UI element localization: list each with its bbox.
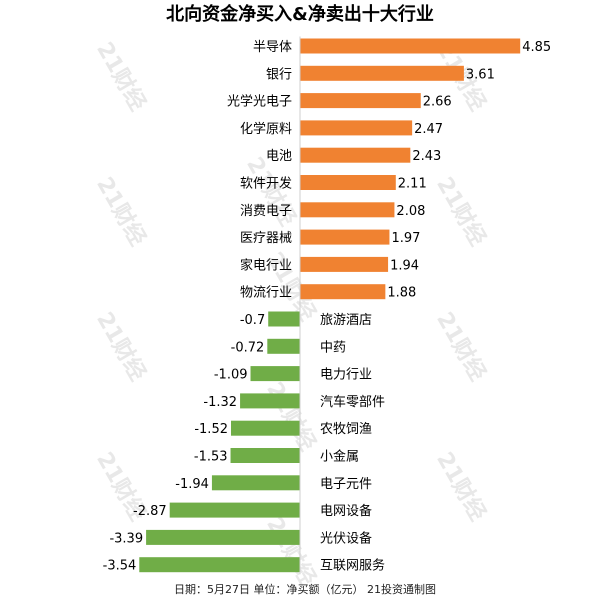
value-label-16: -1.94	[175, 477, 209, 492]
category-label-6: 消费电子	[240, 204, 292, 219]
category-label-7: 医疗器械	[240, 231, 292, 246]
category-label-13: 汽车零部件	[320, 394, 385, 410]
category-label-11: 中药	[320, 340, 346, 355]
value-label-12: -1.09	[214, 368, 248, 383]
value-label-13: -1.32	[203, 395, 237, 410]
value-label-6: 2.08	[396, 204, 425, 219]
watermark-6: 21财经	[91, 308, 151, 386]
bar-14	[230, 420, 300, 436]
value-label-0: 4.85	[522, 40, 551, 55]
value-label-9: 1.88	[387, 286, 416, 301]
category-label-8: 家电行业	[240, 257, 292, 273]
value-label-14: -1.52	[194, 422, 228, 437]
category-label-19: 互联网服务	[320, 558, 385, 574]
watermark-11: 21财经	[261, 513, 321, 591]
bar-12	[250, 366, 300, 382]
category-label-17: 电网设备	[320, 503, 372, 519]
category-label-2: 光学光电子	[227, 94, 292, 110]
value-label-19: -3.54	[103, 559, 137, 574]
bar-13	[240, 393, 300, 409]
category-label-18: 光伏设备	[320, 530, 372, 546]
bar-1	[300, 65, 464, 81]
watermark-10: 21财经	[431, 448, 491, 526]
value-label-10: -0.7	[240, 313, 265, 328]
bar-15	[230, 448, 300, 463]
watermark-7: 21财经	[431, 308, 491, 386]
bar-9	[300, 284, 386, 300]
value-label-17: -2.87	[133, 504, 167, 519]
category-label-1: 银行	[266, 67, 292, 82]
watermark-3: 21财经	[91, 173, 151, 251]
category-label-15: 小金属	[320, 449, 359, 465]
category-label-0: 半导体	[253, 40, 292, 55]
bar-0	[300, 38, 521, 54]
value-label-18: -3.39	[109, 531, 143, 546]
category-label-4: 电池	[266, 149, 292, 164]
category-label-14: 农牧饲渔	[320, 422, 372, 437]
bar-16	[211, 475, 300, 491]
bar-17	[169, 502, 300, 518]
category-label-10: 旅游酒店	[320, 313, 372, 328]
value-label-2: 2.66	[423, 95, 452, 110]
bar-18	[146, 529, 300, 545]
bar-8	[300, 256, 389, 272]
value-label-15: -1.53	[194, 450, 228, 465]
bar-10	[268, 311, 300, 327]
bar-3	[300, 120, 413, 136]
value-label-1: 3.61	[466, 67, 495, 82]
bar-11	[267, 338, 300, 354]
value-label-3: 2.47	[414, 122, 443, 137]
chart-title: 北向资金净买入&净卖出十大行业	[166, 3, 434, 25]
category-label-3: 化学原料	[240, 121, 292, 137]
watermark-8: 21财经	[261, 378, 321, 456]
bar-5	[300, 175, 396, 190]
watermark-0: 21财经	[91, 38, 151, 116]
bars-group: 半导体 4.85 银行 3.61 光学光电子 2.66 化学原料 2.47 电池 2.43 软件开发…	[103, 38, 551, 574]
bar-4	[300, 147, 411, 163]
category-label-5: 软件开发	[240, 176, 292, 192]
bar-6	[300, 202, 395, 218]
category-label-16: 电子元件	[320, 477, 372, 492]
value-label-4: 2.43	[412, 149, 441, 164]
value-label-5: 2.11	[398, 177, 427, 192]
category-label-12: 电力行业	[320, 368, 372, 383]
value-label-7: 1.97	[391, 231, 420, 246]
bar-19	[139, 557, 300, 573]
category-label-9: 物流行业	[240, 286, 292, 301]
value-label-8: 1.94	[390, 258, 419, 273]
value-label-11: -0.72	[231, 340, 265, 355]
bar-2	[300, 93, 421, 109]
footer-note: 日期：5月27日 单位：净买额（亿元） 21投资通制图	[174, 582, 436, 596]
watermark-4: 21财经	[431, 173, 491, 251]
bar-7	[300, 229, 390, 245]
